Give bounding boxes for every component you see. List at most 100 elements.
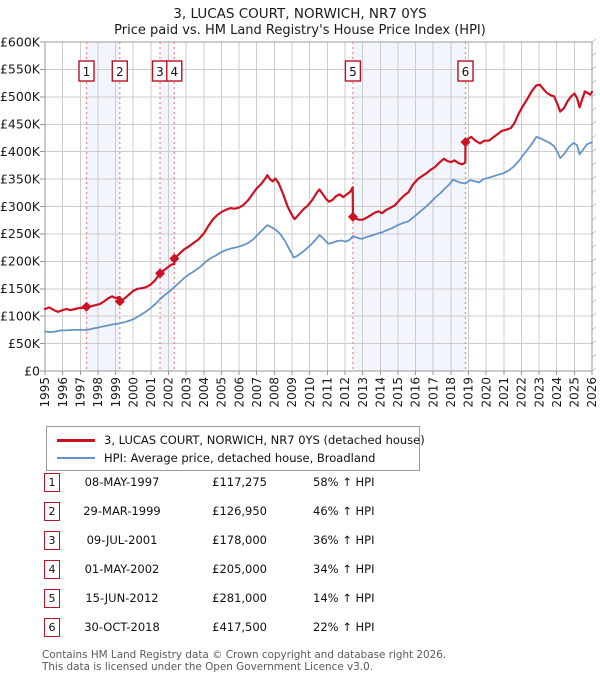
- x-axis-year-label: 2021: [497, 377, 511, 408]
- x-axis-year-label: 1998: [91, 377, 105, 408]
- x-axis-year-label: 1999: [109, 377, 123, 408]
- x-axis-year-label-group: 2016: [409, 377, 423, 408]
- x-axis-year-label: 2024: [550, 377, 564, 408]
- x-axis-year-label-group: 2004: [197, 377, 211, 408]
- right-edge-tick: [591, 93, 597, 98]
- price-series-line: [43, 83, 594, 313]
- x-axis-year-label-group: 2013: [356, 377, 370, 408]
- transaction-row: 2 29-MAR-1999 £126,950 46% ↑ HPI: [0, 497, 600, 526]
- x-axis-year-label-group: 2008: [268, 377, 282, 408]
- y-axis-tick-label: £500K: [0, 89, 41, 104]
- x-axis-year-label-group: 2005: [215, 377, 229, 408]
- x-axis-year-label: 2022: [515, 377, 529, 408]
- y-axis-tick-label: £600K: [0, 34, 41, 49]
- transaction-hpi-diff: 36% ↑ HPI: [313, 533, 375, 547]
- price-history-chart: 1 2 3 4 5 6 £0 £50K £100K £150K £200K £250K £300K £35…: [0, 34, 599, 408]
- transaction-number-box: 3: [44, 531, 60, 550]
- x-axis-year-label: 2006: [232, 377, 246, 408]
- x-axis-year-label-group: 2011: [321, 377, 335, 408]
- x-axis-year-label-group: 2007: [250, 377, 264, 408]
- y-axis-tick-label: £250K: [0, 226, 41, 241]
- y-axis-tick-label: £550K: [0, 62, 41, 77]
- chart-legend: 3, LUCAS COURT, NORWICH, NR7 0YS (detach…: [46, 426, 425, 471]
- right-edge-tick: [591, 285, 597, 290]
- marker-number-box: [457, 60, 474, 82]
- right-edge-tick: [591, 367, 597, 372]
- marker-number: 6: [462, 65, 470, 79]
- y-axis-tick-label: £400K: [0, 144, 41, 159]
- y-axis-tick-label: £350K: [0, 171, 41, 186]
- right-edge-tick: [591, 257, 597, 262]
- y-axis-tick-label: £300K: [0, 199, 41, 214]
- x-axis-year-label-group: 2014: [374, 377, 388, 408]
- transaction-price: £178,000: [212, 533, 267, 547]
- y-axis-tick-label: £450K: [0, 117, 41, 132]
- x-axis-year-label: 1995: [38, 377, 52, 408]
- x-axis-year-label: 2015: [391, 377, 405, 408]
- right-edge-tick: [591, 244, 597, 249]
- y-axis-tick-label: £100K: [0, 309, 41, 324]
- transaction-hpi-diff: 14% ↑ HPI: [313, 591, 375, 605]
- transaction-row: 3 09-JUL-2001 £178,000 36% ↑ HPI: [0, 526, 600, 555]
- x-axis-year-label-group: 2026: [585, 377, 599, 408]
- x-axis-year-label: 2001: [144, 377, 158, 408]
- sale-marker-diamond: [81, 301, 92, 312]
- x-axis-year-label-group: 2010: [303, 377, 317, 408]
- right-edge-tick: [591, 353, 597, 358]
- marker-number-box: [78, 60, 95, 82]
- x-axis-year-label: 2026: [585, 377, 599, 408]
- y-axis-tick-label: £200K: [0, 254, 41, 269]
- right-edge-tick: [591, 230, 597, 235]
- transaction-hpi-diff: 46% ↑ HPI: [313, 504, 375, 518]
- page-subtitle: Price paid vs. HM Land Registry's House …: [114, 23, 486, 38]
- x-axis-year-label-group: 1999: [109, 377, 123, 408]
- x-axis-year-label-group: 2001: [144, 377, 158, 408]
- legend-label-hpi: HPI: Average price, detached house, Broa…: [104, 451, 376, 465]
- x-axis-year-label: 2025: [568, 377, 582, 408]
- transaction-date: 15-JUN-2012: [85, 591, 159, 605]
- x-axis-year-label: 2019: [462, 377, 476, 408]
- x-axis-year-label-group: 2000: [126, 377, 140, 408]
- transaction-row: 5 15-JUN-2012 £281,000 14% ↑ HPI: [0, 584, 600, 613]
- transaction-price: £117,275: [212, 475, 267, 489]
- transaction-date: 09-JUL-2001: [86, 533, 158, 547]
- page-title: 3, LUCAS COURT, NORWICH, NR7 0YS: [173, 6, 427, 22]
- y-axis-tick-label: £50K: [8, 336, 41, 351]
- right-edge-tick: [591, 134, 597, 139]
- x-axis-year-label-group: 2003: [179, 377, 193, 408]
- right-edge-tick: [591, 175, 597, 180]
- right-edge-tick: [591, 38, 597, 43]
- x-axis-year-label-group: 1995: [38, 377, 52, 408]
- hpi-line-swatch: [57, 457, 95, 459]
- x-axis-year-label: 2011: [321, 377, 335, 408]
- footer-line-2: This data is licensed under the Open Gov…: [42, 660, 374, 673]
- x-axis-year-label-group: 2021: [497, 377, 511, 408]
- x-axis-year-label-group: 2022: [515, 377, 529, 408]
- price-line-swatch: [57, 438, 95, 442]
- marker-number-box: [344, 60, 362, 82]
- x-axis-year-label-group: 2002: [162, 377, 176, 408]
- x-axis-year-label: 2000: [126, 377, 140, 408]
- x-axis-year-label: 2004: [197, 377, 211, 408]
- right-edge-tick: [591, 161, 597, 166]
- right-edge-tick: [591, 52, 597, 57]
- transaction-price: £417,500: [212, 620, 267, 634]
- transaction-price: £205,000: [212, 562, 267, 576]
- transaction-number-box: 2: [44, 502, 60, 521]
- right-edge-tick: [591, 148, 597, 153]
- transaction-hpi-diff: 58% ↑ HPI: [313, 475, 375, 489]
- transaction-number-box: 5: [44, 589, 60, 608]
- transactions-table: 1 08-MAY-1997 £117,275 58% ↑ HPI 2 29-MAR-199…: [0, 468, 600, 642]
- transaction-date: 01-MAY-2002: [84, 562, 160, 576]
- x-axis-year-label: 1997: [74, 377, 88, 408]
- sale-marker-diamond: [114, 296, 125, 307]
- x-axis-year-label: 2017: [426, 377, 440, 408]
- marker-number-box: [111, 60, 129, 82]
- transaction-date: 30-OCT-2018: [84, 620, 160, 634]
- x-axis-year-label-group: 2020: [479, 377, 493, 408]
- right-edge-tick: [591, 203, 597, 207]
- x-axis-year-label: 2013: [356, 377, 370, 408]
- x-axis-year-label: 2014: [374, 377, 388, 408]
- legend-row-price: 3, LUCAS COURT, NORWICH, NR7 0YS (detach…: [47, 431, 425, 449]
